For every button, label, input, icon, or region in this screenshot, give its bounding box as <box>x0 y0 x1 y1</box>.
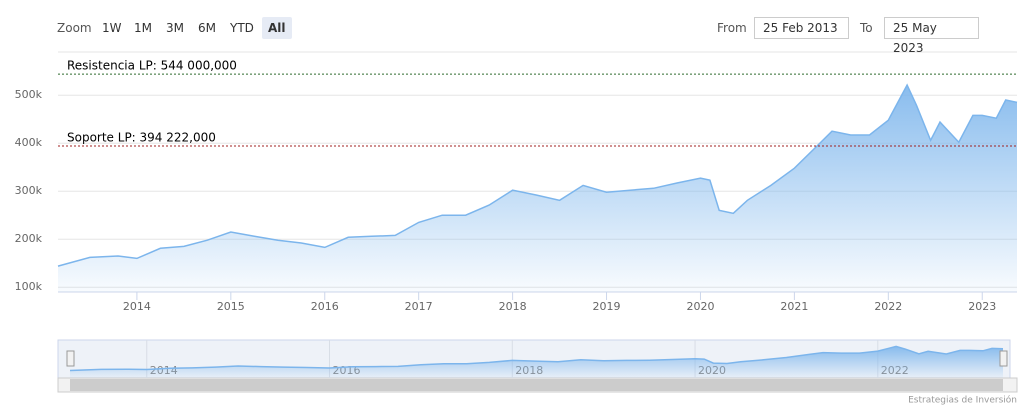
navigator-tick-label: 2014 <box>150 364 178 377</box>
x-tick-label: 2018 <box>499 300 527 313</box>
y-tick-label: 300k <box>15 184 43 197</box>
x-tick-label: 2023 <box>968 300 996 313</box>
x-tick-label: 2015 <box>217 300 245 313</box>
x-tick-label: 2022 <box>874 300 902 313</box>
zoom-button[interactable]: YTD <box>230 21 254 35</box>
series-area <box>58 85 1017 292</box>
navigator-handle[interactable] <box>66 350 75 367</box>
navigator-tick-label: 2016 <box>333 364 361 377</box>
navigator-line <box>69 345 1004 372</box>
navigator <box>57 339 1011 379</box>
x-tick-label: 2017 <box>405 300 433 313</box>
zoom-label: Zoom <box>57 21 92 35</box>
from-input[interactable]: 25 Feb 2013 <box>754 17 849 39</box>
y-tick-label: 100k <box>15 280 43 293</box>
to-input[interactable]: 25 May 2023 <box>884 17 979 55</box>
scrollbar[interactable] <box>57 377 1018 393</box>
from-label: From <box>717 21 747 35</box>
y-tick-label: 400k <box>15 136 43 149</box>
zoom-button[interactable]: 1W <box>102 21 122 35</box>
navigator-handle[interactable] <box>999 350 1008 367</box>
zoom-button[interactable]: 3M <box>166 21 184 35</box>
zoom-button[interactable]: 6M <box>198 21 216 35</box>
series-line <box>57 83 1018 267</box>
x-tick-label: 2014 <box>123 300 151 313</box>
scrollbar-thumb[interactable] <box>70 379 1003 391</box>
to-label: To <box>860 21 873 35</box>
navigator-tick-label: 2022 <box>881 364 909 377</box>
x-tick-label: 2020 <box>686 300 714 313</box>
zoom-button[interactable]: All <box>262 17 292 39</box>
x-tick-label: 2016 <box>311 300 339 313</box>
x-tick-label: 2021 <box>780 300 808 313</box>
plot-line-label: Soporte LP: 394 222,000 <box>67 130 216 144</box>
credits: Estrategias de Inversión <box>908 395 1017 406</box>
x-tick-label: 2019 <box>593 300 621 313</box>
y-tick-label: 500k <box>15 88 43 101</box>
plot-line-label: Resistencia LP: 544 000,000 <box>67 59 237 73</box>
navigator-tick-label: 2018 <box>515 364 543 377</box>
zoom-button[interactable]: 1M <box>134 21 152 35</box>
navigator-tick-label: 2020 <box>698 364 726 377</box>
y-tick-label: 200k <box>15 232 43 245</box>
navigator-area <box>70 346 1003 378</box>
